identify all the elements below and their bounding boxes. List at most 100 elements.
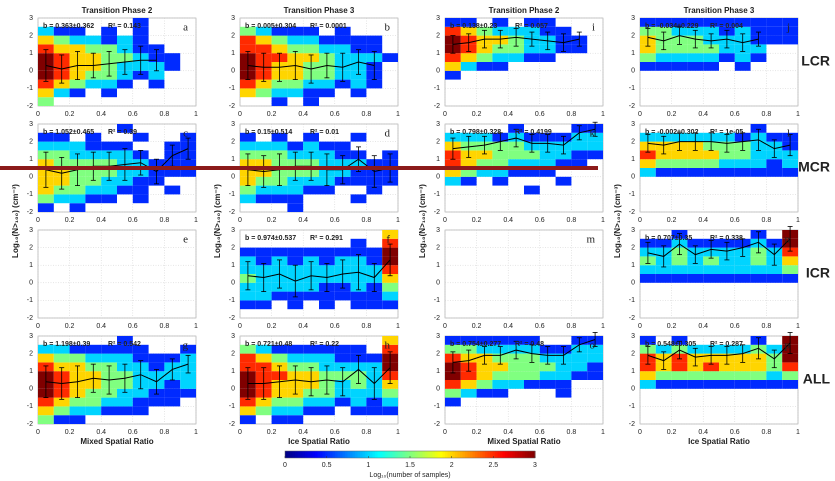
y-tick-label: -1	[434, 297, 440, 304]
slope-stat: b = -0.002±0.302	[645, 129, 699, 136]
y-tick-label: 3	[29, 227, 33, 234]
heat-cell	[334, 344, 351, 354]
heat-cell	[539, 380, 556, 389]
heat-cell	[460, 168, 477, 177]
heat-cell	[476, 168, 493, 177]
heat-cell	[382, 230, 398, 239]
heat-cell	[255, 344, 272, 354]
x-tick-label: 0	[36, 429, 40, 436]
colorbar-swatch	[312, 451, 316, 458]
y-tick-label: -1	[229, 403, 235, 410]
colorbar-swatch	[527, 451, 531, 458]
heat-cell	[750, 256, 767, 266]
panel: -2 -1 0 1 2 3 0 0.2 0.4 0.6 0.8 1 b = 0.363±0.362 R² …	[27, 6, 198, 118]
x-tick-label: 0.4	[698, 217, 708, 224]
heat-cell	[303, 35, 319, 45]
heat-cell	[524, 159, 540, 168]
heat-cell	[132, 397, 149, 407]
panel: -2 -1 0 1 2 3 0 0.2 0.4 0.6 0.8 1 b = 1.052±0.465 R² …	[27, 121, 198, 224]
slope-stat: b = 0.005±0.304	[245, 23, 296, 30]
heat-cell	[350, 380, 367, 389]
heat-cell	[445, 397, 461, 407]
heat-cell	[445, 53, 461, 62]
heat-cell	[85, 35, 102, 45]
colorbar-swatch	[327, 451, 331, 458]
colorbar-swatch	[415, 451, 418, 458]
heat-cell	[132, 344, 149, 354]
heat-cell	[445, 132, 461, 142]
heat-cell	[734, 159, 751, 168]
r2-stat: R² = 0.004	[710, 23, 743, 30]
heat-cell	[671, 265, 688, 274]
heat-cell	[240, 397, 256, 407]
heat-cell	[460, 344, 477, 354]
mean-line	[647, 35, 759, 44]
heat-cell	[287, 397, 304, 407]
heat-cell	[53, 79, 70, 89]
y-tick-label: 2	[436, 32, 440, 39]
heat-cell	[671, 44, 688, 54]
x-tick-label: 0.8	[567, 323, 577, 330]
heat-cell	[132, 18, 149, 27]
heat-cell	[255, 44, 272, 54]
heat-cell	[334, 291, 351, 301]
heat-cell	[382, 238, 398, 248]
heat-cell	[571, 353, 588, 363]
mean-line	[452, 36, 580, 45]
colorbar-swatch	[420, 451, 423, 458]
heat-cell	[671, 53, 688, 62]
heat-cell	[366, 44, 383, 54]
x-tick-label: 0.2	[267, 429, 277, 436]
colorbar-swatch	[305, 451, 308, 458]
colorbar-swatch	[377, 451, 381, 458]
colorbar-swatch	[357, 451, 361, 458]
mean-line	[45, 59, 157, 70]
x-tick-label: 0	[238, 111, 242, 118]
heat-cell	[508, 124, 524, 133]
heat-cell	[492, 362, 509, 372]
x-tick-label: 0.4	[96, 111, 106, 118]
heat-cell	[476, 62, 493, 71]
heat-cell	[460, 159, 477, 168]
heat-cell	[492, 44, 509, 54]
heat-cell	[782, 159, 798, 168]
x-tick-label: 0.8	[762, 217, 772, 224]
row-label: ICR	[806, 265, 830, 281]
y-tick-label: -2	[629, 209, 635, 216]
heat-cell	[180, 132, 196, 142]
y-tick-label: 3	[436, 227, 440, 234]
heat-cell	[640, 274, 656, 283]
y-tick-label: 1	[231, 50, 235, 57]
heat-cell	[38, 185, 54, 195]
x-tick-label: 0	[238, 217, 242, 224]
colorbar-swatch	[470, 451, 473, 458]
heat-cell	[271, 141, 288, 151]
heat-cell	[303, 185, 319, 195]
y-tick-label: 3	[436, 333, 440, 340]
x-tick-label: 0.2	[472, 217, 482, 224]
heat-cell	[38, 415, 54, 424]
x-tick-label: 0.6	[128, 429, 138, 436]
y-tick-label: -2	[434, 315, 440, 322]
heat-cell	[366, 397, 383, 407]
heat-cell	[445, 62, 461, 71]
colorbar-swatch	[515, 451, 518, 458]
heat-cell	[287, 300, 304, 310]
x-axis-label: Ice Spatial Ratio	[288, 437, 350, 446]
heat-cell	[164, 62, 181, 71]
y-tick-label: 3	[631, 121, 635, 128]
x-tick-label: 0	[443, 429, 447, 436]
x-tick-label: 0	[36, 111, 40, 118]
heat-cell	[719, 380, 735, 389]
column-title: Transition Phase 2	[82, 6, 153, 15]
x-tick-label: 0.6	[730, 217, 740, 224]
y-axis-label: Log₁₀(N>₁₀₀) (cm⁻³)	[613, 184, 622, 258]
heat-cell	[766, 26, 783, 36]
heat-cell	[587, 132, 603, 142]
y-tick-label: -1	[434, 403, 440, 410]
heat-cell	[117, 124, 133, 133]
heat-cell	[287, 176, 304, 186]
colorbar-swatch	[532, 451, 536, 458]
x-tick-label: 1	[194, 429, 198, 436]
y-tick-label: 1	[631, 368, 635, 375]
